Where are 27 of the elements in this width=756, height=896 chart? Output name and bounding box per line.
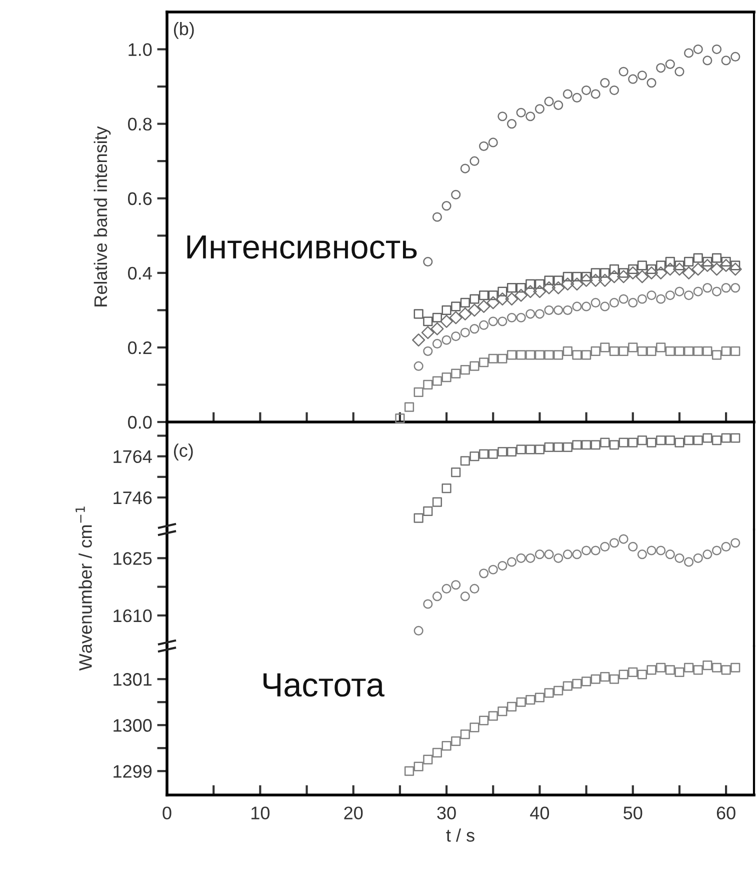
y-tick-label: 1299 bbox=[114, 765, 152, 778]
y-tick-label: 0.2 bbox=[128, 341, 152, 354]
annotation: Частота bbox=[264, 673, 384, 697]
x-tick-label: 50 bbox=[624, 806, 642, 820]
x-tick-label: 20 bbox=[344, 806, 363, 820]
annotation: (c) bbox=[174, 444, 193, 461]
y-axis-title: Wavenumber / cm$^{−1}$ bbox=[76, 506, 92, 671]
x-tick-label: 30 bbox=[437, 806, 456, 820]
y-tick-label: 0.4 bbox=[128, 266, 152, 280]
x-tick-label: 10 bbox=[252, 806, 270, 820]
y-tick-label: 1301 bbox=[114, 673, 152, 686]
y-axis-title: Relative band intensity bbox=[94, 126, 111, 306]
y-tick-label: 1300 bbox=[114, 719, 152, 732]
x-tick-label: 0 bbox=[162, 806, 172, 820]
x-tick-label: 40 bbox=[530, 806, 550, 820]
y-tick-label: 0.6 bbox=[128, 192, 152, 206]
y-tick-label: 0.0 bbox=[128, 416, 152, 429]
y-tick-label: 1610 bbox=[114, 609, 152, 622]
y-tick-label: 1.0 bbox=[128, 43, 152, 56]
y-tick-label: 1746 bbox=[114, 491, 152, 504]
y-tick-label: 1764 bbox=[114, 450, 152, 464]
annotation: (b) bbox=[174, 22, 194, 39]
x-tick-label: 60 bbox=[716, 806, 736, 820]
x-axis-title: t / s bbox=[446, 828, 474, 842]
y-tick-label: 1625 bbox=[114, 552, 152, 565]
y-tick-label: 0.8 bbox=[128, 118, 152, 131]
annotation: Интенсивность bbox=[187, 235, 417, 259]
